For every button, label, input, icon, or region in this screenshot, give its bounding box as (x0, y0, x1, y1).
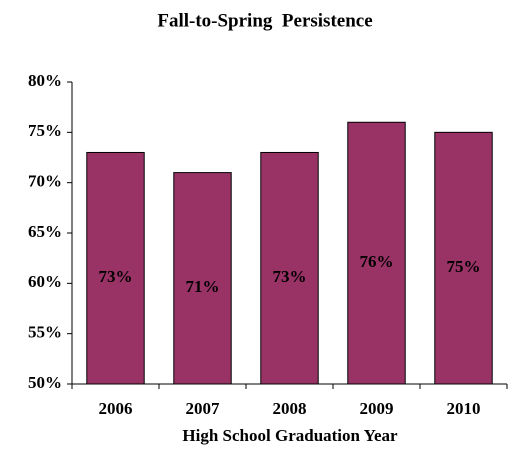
x-tick-label: 2010 (447, 399, 481, 418)
x-tick-label: 2009 (360, 399, 394, 418)
bar (347, 121, 406, 385)
bar (260, 151, 319, 385)
x-tick-label: 2008 (273, 399, 307, 418)
bar (434, 131, 493, 385)
x-tick-label: 2006 (99, 399, 133, 418)
value-label: 71% (186, 277, 220, 296)
value-label: 73% (273, 267, 307, 286)
x-tick-label: 2007 (186, 399, 221, 418)
value-label: 76% (360, 252, 394, 271)
y-tick-label: 80% (28, 71, 62, 90)
chart-title: Fall-to-Spring Persistence (157, 10, 372, 31)
x-axis-label: High School Graduation Year (182, 426, 398, 445)
y-tick-label: 55% (28, 323, 62, 342)
value-label: 73% (99, 267, 133, 286)
bar (173, 172, 232, 385)
y-tick-label: 50% (28, 373, 62, 392)
y-tick-label: 70% (28, 172, 62, 191)
y-tick-label: 60% (28, 272, 62, 291)
y-tick-label: 75% (28, 121, 62, 140)
y-tick-label: 65% (28, 222, 62, 241)
value-label: 75% (447, 257, 481, 276)
